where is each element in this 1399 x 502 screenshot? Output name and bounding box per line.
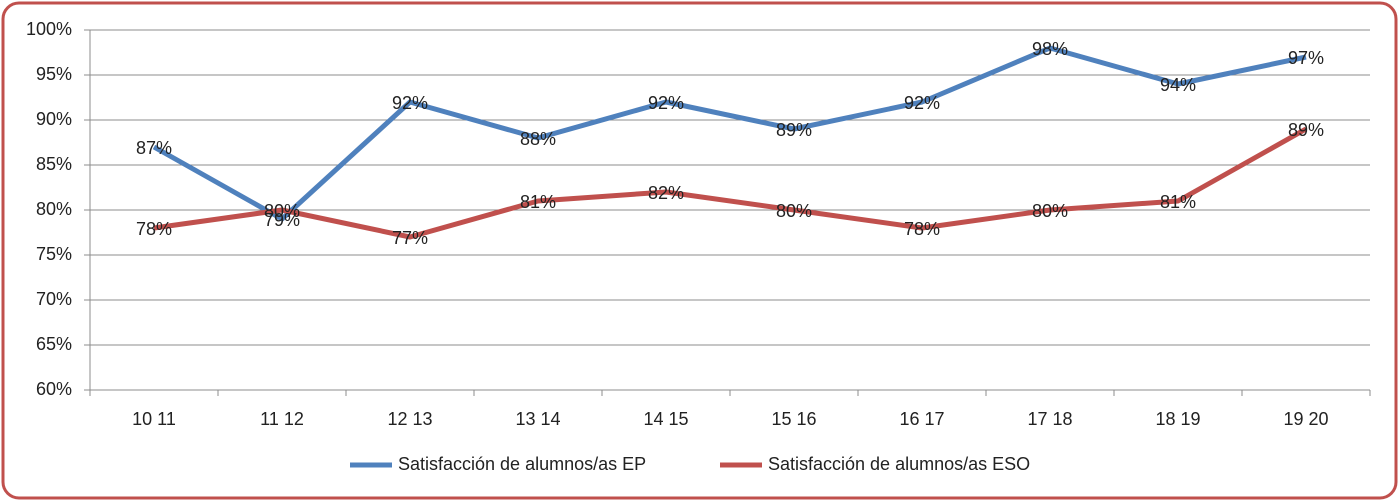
x-tick-label: 17 18 bbox=[1027, 409, 1072, 429]
series-line bbox=[153, 126, 1308, 240]
data-label: 78% bbox=[904, 219, 940, 239]
data-label: 87% bbox=[136, 138, 172, 158]
data-label: 88% bbox=[520, 129, 556, 149]
data-label: 81% bbox=[520, 192, 556, 212]
y-tick-label: 75% bbox=[36, 244, 72, 264]
data-label: 92% bbox=[648, 93, 684, 113]
y-tick-label: 60% bbox=[36, 379, 72, 399]
data-label: 98% bbox=[1032, 39, 1068, 59]
x-tick-label: 13 14 bbox=[515, 409, 560, 429]
data-label: 89% bbox=[1288, 120, 1324, 140]
x-tick-label: 19 20 bbox=[1283, 409, 1328, 429]
data-label: 80% bbox=[264, 201, 300, 221]
data-label: 92% bbox=[392, 93, 428, 113]
data-label: 79% bbox=[264, 210, 300, 230]
x-tick-label: 16 17 bbox=[899, 409, 944, 429]
legend-label: Satisfacción de alumnos/as ESO bbox=[768, 454, 1030, 474]
x-tick-label: 10 11 bbox=[132, 409, 176, 429]
data-label: 97% bbox=[1288, 48, 1324, 68]
y-tick-label: 100% bbox=[26, 19, 72, 39]
series-line bbox=[152, 45, 1307, 222]
x-tick-label: 12 13 bbox=[387, 409, 432, 429]
data-label: 78% bbox=[136, 219, 172, 239]
data-label: 77% bbox=[392, 228, 428, 248]
x-tick-label: 15 16 bbox=[771, 409, 816, 429]
data-label: 81% bbox=[1160, 192, 1196, 212]
y-tick-label: 65% bbox=[36, 334, 72, 354]
legend-label: Satisfacción de alumnos/as EP bbox=[398, 454, 646, 474]
data-label: 82% bbox=[648, 183, 684, 203]
data-label: 94% bbox=[1160, 75, 1196, 95]
y-tick-label: 85% bbox=[36, 154, 72, 174]
x-tick-label: 18 19 bbox=[1155, 409, 1200, 429]
data-label: 80% bbox=[1032, 201, 1068, 221]
x-tick-label: 14 15 bbox=[643, 409, 688, 429]
x-tick-label: 11 12 bbox=[260, 409, 304, 429]
y-tick-label: 95% bbox=[36, 64, 72, 84]
data-label: 92% bbox=[904, 93, 940, 113]
y-tick-label: 90% bbox=[36, 109, 72, 129]
y-tick-label: 70% bbox=[36, 289, 72, 309]
data-label: 80% bbox=[776, 201, 812, 221]
data-label: 89% bbox=[776, 120, 812, 140]
y-tick-label: 80% bbox=[36, 199, 72, 219]
